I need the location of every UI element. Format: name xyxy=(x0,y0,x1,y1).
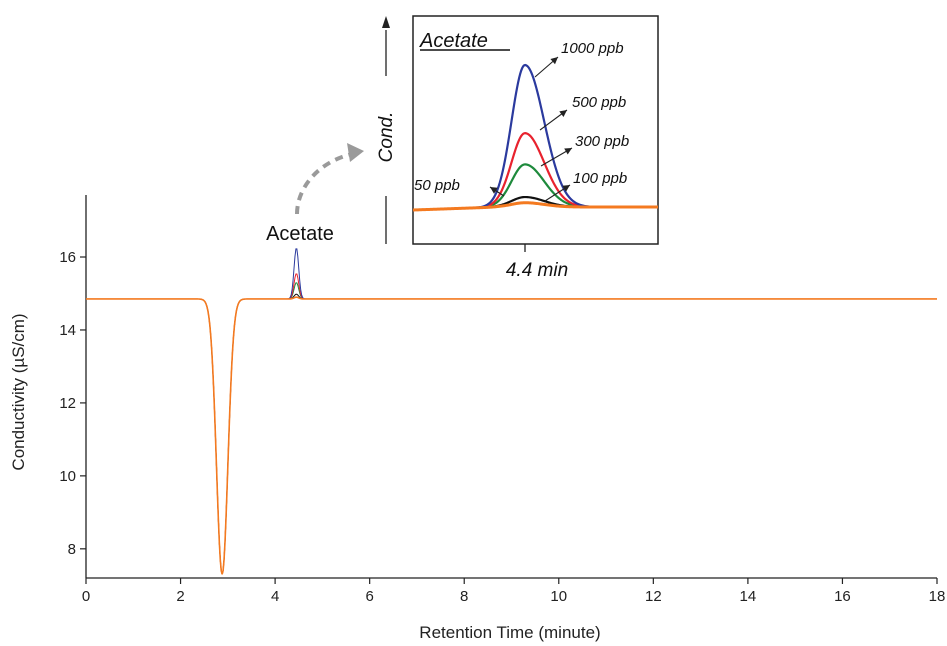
acetate-peak-label: Acetate xyxy=(266,223,334,245)
y-tick-label: 12 xyxy=(59,395,76,412)
x-tick-label: 16 xyxy=(834,588,851,605)
series-line-500-ppb xyxy=(86,273,937,575)
inset-label-arrowhead xyxy=(564,148,572,155)
x-tick-label: 8 xyxy=(460,588,468,605)
inset-series-label: 500 ppb xyxy=(572,94,626,111)
inset-x-label: 4.4 min xyxy=(506,260,568,281)
inset-series-label: 50 ppb xyxy=(414,177,460,194)
inset-y-label: Cond. xyxy=(376,112,397,163)
inset-traces xyxy=(412,63,658,212)
y-tick-label: 8 xyxy=(68,541,76,558)
inset-series-label: 1000 ppb xyxy=(561,40,624,57)
x-tick-label: 0 xyxy=(82,588,90,605)
y-tick-label: 14 xyxy=(59,322,76,339)
main-traces xyxy=(86,248,937,575)
inset-label-arrowhead xyxy=(562,185,570,192)
dashed-arrow xyxy=(295,152,353,215)
inset-series-label: 300 ppb xyxy=(575,133,629,150)
inset-y-arrowhead xyxy=(382,16,390,28)
x-tick-label: 14 xyxy=(740,588,757,605)
inset-label-arrowhead xyxy=(559,110,567,117)
inset-label-arrowhead xyxy=(490,187,498,194)
inset-panel: Acetate 1000 ppb 500 ppb 300 ppb 100 ppb 50 … xyxy=(412,15,659,245)
y-tick-label: 16 xyxy=(59,249,76,266)
inset-line-50-ppb xyxy=(412,201,658,212)
main-axes: 0 2 4 6 8 10 12 14 16 18 8 10 12 14 16 xyxy=(59,195,945,605)
x-tick-label: 18 xyxy=(929,588,946,605)
x-tick-label: 4 xyxy=(271,588,279,605)
y-tick-label: 10 xyxy=(59,468,76,485)
inset-label-arrowhead xyxy=(550,57,558,65)
inset-series-label: 100 ppb xyxy=(573,170,627,187)
x-tick-label: 10 xyxy=(550,588,567,605)
series-line-50-ppb xyxy=(86,296,937,575)
x-tick-label: 6 xyxy=(365,588,373,605)
series-line-100-ppb xyxy=(86,293,937,575)
inset-series-labels: 1000 ppb 500 ppb 300 ppb 100 ppb 50 ppb xyxy=(414,40,629,202)
inset-title: Acetate xyxy=(419,30,488,52)
y-axis-title: Conductivity (µS/cm) xyxy=(9,313,28,470)
series-line-300-ppb xyxy=(86,282,937,575)
series-line-1000-ppb xyxy=(86,248,937,575)
x-axis-title: Retention Time (minute) xyxy=(419,623,600,642)
x-tick-label: 2 xyxy=(176,588,184,605)
dashed-arrowhead xyxy=(347,143,364,162)
x-tick-label: 12 xyxy=(645,588,662,605)
